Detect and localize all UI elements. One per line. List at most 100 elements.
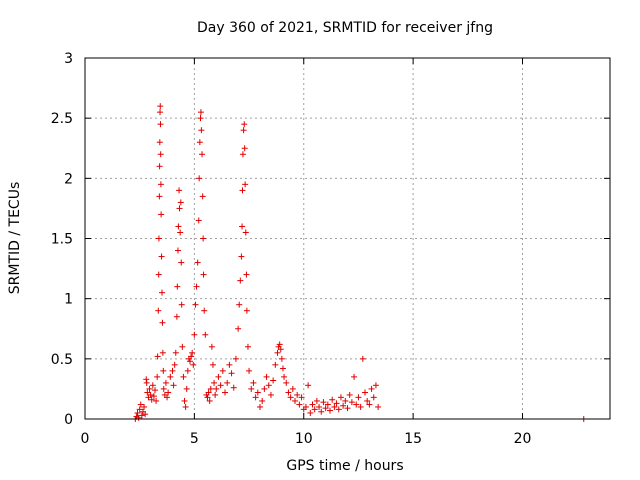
data-point [238,253,245,260]
data-point [155,271,162,278]
data-point [206,397,213,404]
data-point [204,394,211,401]
axis-ticks: 0 5 10 15 20 0 0.5 1 1.5 2 2.5 3 [51,51,610,447]
data-point [156,163,163,170]
data-point [150,393,157,400]
data-point [235,325,242,332]
data-point [177,199,184,206]
data-point [188,353,195,360]
data-point [189,349,196,356]
data-point [196,139,203,146]
data-point [351,373,358,380]
data-point [209,361,216,368]
data-point [366,401,373,408]
data-point [375,403,382,410]
data-point [157,151,164,158]
data-point [327,407,333,414]
data-point [305,382,312,389]
data-point [348,399,355,406]
data-point [240,127,247,134]
data-point [171,361,178,368]
data-point [357,403,364,410]
data-point [138,412,145,419]
data-point [160,385,167,392]
data-point [200,235,207,242]
data-point [279,365,286,372]
data-point [149,382,156,389]
data-point [199,151,206,158]
grid [85,58,610,419]
data-point [230,384,237,391]
data-point [143,379,150,386]
data-point [167,373,174,380]
data-point [236,301,243,308]
data-point [344,405,351,412]
data-point [292,397,298,404]
x-tick-label: 15 [404,431,422,447]
x-tick-label: 5 [190,431,199,447]
data-point [252,394,259,401]
data-point [331,403,338,410]
data-point [329,396,336,403]
data-point [342,397,349,404]
data-point [155,307,162,314]
data-point [173,313,180,320]
data-point [159,349,166,356]
data-point [368,385,375,392]
data-point [197,109,204,116]
data-point [239,151,246,158]
data-point [281,373,288,380]
data-point [144,389,151,396]
data-point [198,127,205,134]
data-point [313,397,320,404]
data-point [239,223,246,230]
data-point [226,361,233,368]
data-point [285,389,292,396]
data-point [364,397,371,404]
data-point [241,145,248,152]
data-point [157,109,164,116]
data-point [254,389,261,396]
data-point [337,394,344,401]
data-point [355,394,362,401]
data-point [277,346,284,353]
data-point [243,271,250,278]
data-point [259,397,266,404]
data-point [294,391,301,398]
x-tick-label: 20 [514,431,532,447]
data-point [219,367,226,374]
data-point [296,401,303,408]
data-point [157,181,164,188]
data-point [353,401,360,408]
data-point [164,394,171,401]
data-point [248,385,255,392]
data-point [196,175,203,182]
data-point [142,411,149,418]
data-point [307,409,314,416]
data-point [199,193,206,200]
data-point [340,402,347,409]
data-point [192,301,199,308]
data-point [141,403,148,410]
data-point [276,341,283,348]
data-point [147,391,154,398]
data-point [177,229,184,236]
y-tick-label: 1 [64,292,73,308]
data-point [302,403,309,410]
data-point [176,187,183,194]
data-point [267,391,274,398]
data-point [283,379,290,386]
x-axis-label: GPS time / hours [286,458,403,474]
data-point [197,115,204,122]
data-point [362,389,368,396]
data-point [181,397,188,404]
scatter-points [132,103,587,422]
data-point [333,400,340,407]
data-point [180,373,187,380]
data-point [222,389,228,396]
data-point [287,394,294,401]
data-point [165,389,172,396]
data-point [205,389,212,396]
data-point [195,217,202,224]
